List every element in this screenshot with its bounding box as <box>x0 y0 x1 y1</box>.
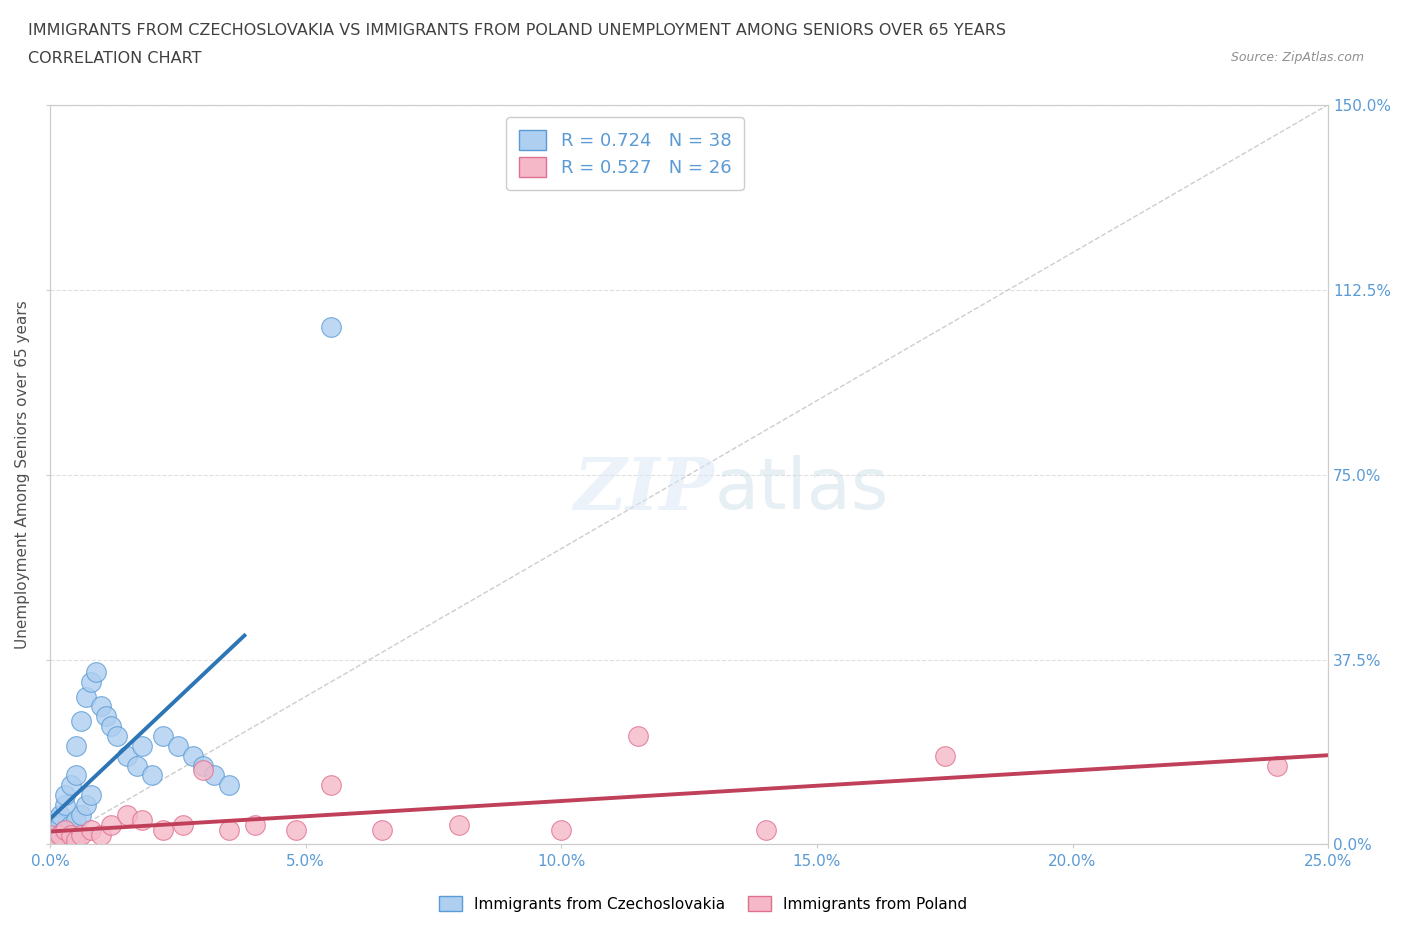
Point <box>84 664 107 679</box>
Point <box>90 827 112 842</box>
Point <box>80 822 103 837</box>
Point <box>59 777 82 792</box>
Point <box>65 832 87 847</box>
Text: atlas: atlas <box>714 455 889 524</box>
Point <box>59 827 82 842</box>
Point <box>69 807 91 822</box>
Point <box>100 817 122 832</box>
Point <box>550 822 572 837</box>
Point <box>115 749 138 764</box>
Point <box>65 768 87 783</box>
Text: CORRELATION CHART: CORRELATION CHART <box>28 51 201 66</box>
Point <box>44 827 66 842</box>
Point <box>202 768 225 783</box>
Point <box>449 817 471 832</box>
Point <box>152 822 174 837</box>
Point <box>49 807 72 822</box>
Point <box>39 827 62 842</box>
Point <box>627 728 650 743</box>
Point <box>934 749 956 764</box>
Point <box>193 758 215 773</box>
Point <box>90 699 112 714</box>
Point <box>152 728 174 743</box>
Point <box>49 827 72 842</box>
Point <box>181 749 204 764</box>
Point <box>49 817 72 832</box>
Point <box>218 822 240 837</box>
Point <box>100 719 122 734</box>
Point <box>39 827 62 842</box>
Point <box>131 738 153 753</box>
Point <box>69 713 91 728</box>
Point <box>75 798 97 813</box>
Point <box>55 822 77 837</box>
Point <box>115 807 138 822</box>
Point <box>167 738 190 753</box>
Point <box>55 788 77 803</box>
Point <box>55 822 77 837</box>
Point <box>284 822 307 837</box>
Point <box>321 319 343 334</box>
Point <box>243 817 266 832</box>
Point <box>59 817 82 832</box>
Point <box>141 768 163 783</box>
Y-axis label: Unemployment Among Seniors over 65 years: Unemployment Among Seniors over 65 years <box>15 300 30 649</box>
Point <box>39 832 62 847</box>
Point <box>131 813 153 828</box>
Point <box>69 827 91 842</box>
Point <box>75 689 97 704</box>
Point <box>371 822 394 837</box>
Point <box>65 813 87 828</box>
Text: IMMIGRANTS FROM CZECHOSLOVAKIA VS IMMIGRANTS FROM POLAND UNEMPLOYMENT AMONG SENI: IMMIGRANTS FROM CZECHOSLOVAKIA VS IMMIGR… <box>28 23 1007 38</box>
Point <box>44 822 66 837</box>
Point <box>218 777 240 792</box>
Point <box>172 817 194 832</box>
Point <box>96 709 118 724</box>
Legend: Immigrants from Czechoslovakia, Immigrants from Poland: Immigrants from Czechoslovakia, Immigran… <box>433 889 973 918</box>
Point <box>1265 758 1288 773</box>
Point <box>65 738 87 753</box>
Point <box>44 832 66 847</box>
Point <box>125 758 148 773</box>
Point <box>193 763 215 777</box>
Text: ZIP: ZIP <box>574 454 714 525</box>
Text: Source: ZipAtlas.com: Source: ZipAtlas.com <box>1230 51 1364 64</box>
Point <box>80 674 103 689</box>
Point <box>44 813 66 828</box>
Legend: R = 0.724   N = 38, R = 0.527   N = 26: R = 0.724 N = 38, R = 0.527 N = 26 <box>506 117 744 190</box>
Point <box>755 822 778 837</box>
Point <box>80 788 103 803</box>
Point <box>321 777 343 792</box>
Point <box>55 798 77 813</box>
Point <box>49 827 72 842</box>
Point <box>105 728 128 743</box>
